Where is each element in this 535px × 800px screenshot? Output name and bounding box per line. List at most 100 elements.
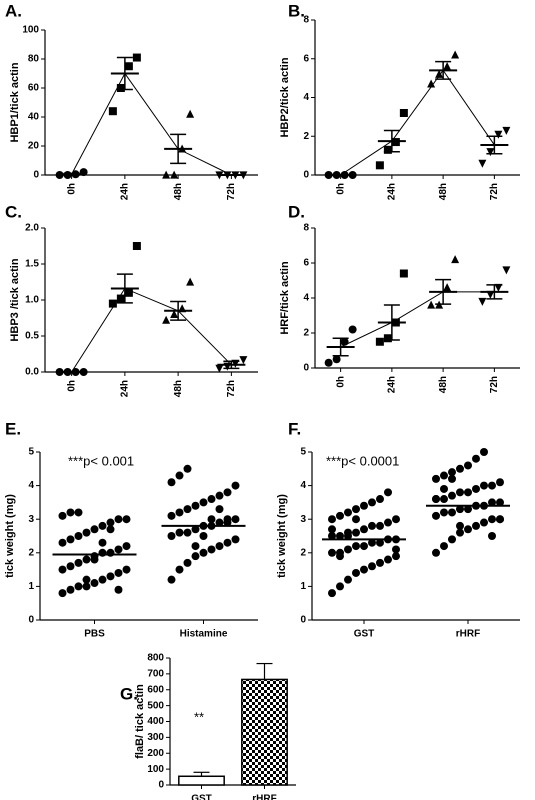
data-point bbox=[352, 505, 360, 514]
data-point bbox=[66, 535, 75, 544]
y-tick-label: 8 bbox=[303, 15, 309, 26]
data-point bbox=[108, 299, 117, 308]
panel-label: D. bbox=[288, 202, 305, 221]
data-point bbox=[478, 297, 487, 306]
data-point bbox=[360, 542, 368, 551]
panel-label: C. bbox=[5, 202, 22, 221]
data-point bbox=[170, 310, 179, 318]
data-point bbox=[215, 491, 224, 500]
x-tick-label: 0h bbox=[335, 183, 346, 195]
data-point bbox=[124, 62, 133, 71]
data-point bbox=[344, 532, 352, 540]
data-point bbox=[464, 461, 472, 470]
data-point bbox=[360, 525, 368, 534]
y-tick-label: 800 bbox=[147, 653, 164, 664]
x-tick-label: Histamine bbox=[180, 629, 228, 640]
data-point bbox=[108, 107, 117, 116]
y-tick-label: 5 bbox=[28, 447, 34, 458]
y-tick-label: 40 bbox=[28, 112, 40, 123]
data-point bbox=[376, 521, 384, 530]
panel-label: F. bbox=[288, 419, 301, 438]
data-point bbox=[344, 508, 352, 517]
data-point bbox=[384, 488, 392, 497]
data-point bbox=[324, 358, 333, 367]
y-axis-label: tick weight (mg) bbox=[276, 494, 288, 578]
mean-line bbox=[71, 287, 232, 373]
data-point bbox=[199, 548, 208, 557]
y-tick-label: 5 bbox=[300, 447, 306, 458]
data-point bbox=[167, 478, 176, 487]
data-point bbox=[383, 334, 392, 343]
data-point bbox=[392, 545, 400, 554]
y-axis-label: tick weight (mg) bbox=[4, 494, 16, 578]
data-point bbox=[116, 294, 125, 303]
y-tick-label: 60 bbox=[28, 83, 40, 94]
y-tick-label: 4 bbox=[28, 480, 34, 491]
data-point bbox=[496, 478, 504, 487]
data-point bbox=[191, 501, 200, 510]
y-tick-label: 300 bbox=[147, 732, 164, 743]
data-point bbox=[352, 515, 360, 524]
data-point bbox=[122, 565, 131, 574]
data-point bbox=[58, 589, 67, 598]
data-point bbox=[183, 558, 192, 567]
data-point bbox=[66, 508, 75, 517]
data-point bbox=[472, 521, 480, 530]
data-point bbox=[175, 508, 184, 517]
data-point bbox=[239, 356, 248, 365]
data-point bbox=[191, 525, 200, 534]
y-tick-label: 0 bbox=[303, 170, 309, 181]
y-axis-label: HBP3 /tick actin bbox=[9, 258, 21, 341]
x-tick-label: PBS bbox=[84, 629, 105, 640]
x-tick-label: 24h bbox=[387, 183, 398, 200]
data-point bbox=[494, 130, 503, 139]
x-tick-label: 0h bbox=[335, 376, 346, 388]
data-point bbox=[440, 484, 448, 493]
data-point bbox=[98, 521, 107, 530]
data-point bbox=[360, 501, 368, 510]
x-tick-label: 48h bbox=[438, 183, 449, 200]
y-tick-label: 1.5 bbox=[25, 259, 39, 270]
data-point bbox=[480, 518, 488, 527]
data-point bbox=[480, 448, 488, 456]
data-point bbox=[502, 126, 511, 135]
data-point bbox=[352, 528, 360, 537]
data-point bbox=[480, 481, 488, 490]
annotation: ** bbox=[194, 709, 204, 724]
data-point bbox=[348, 325, 357, 334]
data-point bbox=[478, 159, 487, 168]
data-point bbox=[199, 498, 208, 507]
data-point bbox=[336, 511, 344, 520]
data-point bbox=[328, 515, 336, 524]
y-tick-label: 6 bbox=[303, 53, 309, 64]
data-point bbox=[231, 535, 240, 544]
y-tick-label: 2 bbox=[303, 328, 309, 339]
data-point bbox=[432, 474, 440, 483]
data-point bbox=[328, 548, 336, 557]
data-point bbox=[496, 515, 504, 524]
data-point bbox=[360, 565, 368, 574]
data-point bbox=[186, 109, 195, 118]
data-point bbox=[432, 495, 440, 504]
x-tick-label: 72h bbox=[226, 183, 237, 200]
data-point bbox=[58, 538, 67, 547]
y-tick-label: 6 bbox=[303, 258, 309, 269]
x-tick-label: GST bbox=[191, 794, 212, 800]
data-point bbox=[392, 552, 400, 561]
data-point bbox=[207, 515, 216, 524]
x-tick-label: 0h bbox=[66, 380, 77, 392]
data-point bbox=[440, 508, 448, 517]
data-point bbox=[502, 266, 511, 275]
data-point bbox=[106, 572, 115, 581]
data-point bbox=[488, 532, 496, 540]
x-tick-label: 24h bbox=[387, 376, 398, 393]
data-point bbox=[427, 300, 436, 309]
data-point bbox=[98, 538, 107, 547]
data-point bbox=[170, 170, 179, 179]
data-point bbox=[74, 582, 83, 591]
x-tick-label: 0h bbox=[66, 183, 77, 195]
data-point bbox=[332, 355, 341, 364]
y-tick-label: 4 bbox=[303, 293, 309, 304]
mean-line bbox=[340, 69, 495, 176]
y-tick-label: 100 bbox=[22, 25, 39, 36]
